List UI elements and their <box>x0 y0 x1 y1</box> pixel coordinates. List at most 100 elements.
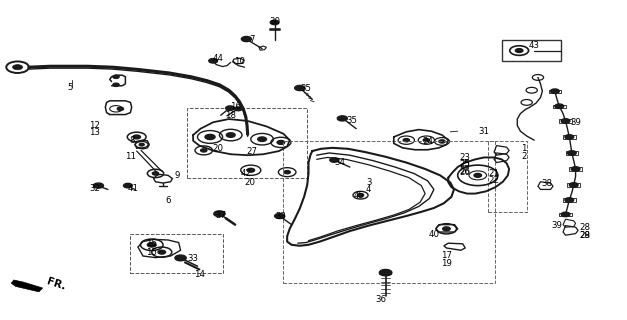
Circle shape <box>515 49 523 52</box>
Text: 23: 23 <box>460 153 471 162</box>
Text: 43: 43 <box>529 41 540 50</box>
Text: 35: 35 <box>347 116 358 124</box>
Text: 24: 24 <box>422 137 433 146</box>
Text: 16: 16 <box>229 102 241 111</box>
Circle shape <box>226 106 234 110</box>
Text: 8: 8 <box>129 136 134 145</box>
Circle shape <box>571 167 580 171</box>
Text: 41: 41 <box>127 184 139 193</box>
Text: 6: 6 <box>166 196 171 204</box>
Circle shape <box>258 137 266 141</box>
Circle shape <box>569 183 578 187</box>
Text: 18: 18 <box>225 111 236 120</box>
Circle shape <box>201 149 207 152</box>
Circle shape <box>551 89 559 93</box>
Circle shape <box>117 107 124 110</box>
Circle shape <box>93 183 103 188</box>
Circle shape <box>337 116 347 121</box>
Text: 15: 15 <box>146 248 157 257</box>
Text: 31: 31 <box>478 127 490 136</box>
Text: 29: 29 <box>579 231 590 240</box>
Circle shape <box>247 168 255 172</box>
Circle shape <box>124 183 132 188</box>
Text: 36: 36 <box>376 295 387 304</box>
Text: 42: 42 <box>240 169 251 178</box>
Text: 22: 22 <box>488 176 500 185</box>
Circle shape <box>270 20 279 25</box>
Text: 38: 38 <box>541 179 552 188</box>
Circle shape <box>357 194 364 197</box>
Text: 5: 5 <box>68 83 73 92</box>
Circle shape <box>474 173 482 177</box>
Text: 33: 33 <box>275 212 287 221</box>
Text: 27: 27 <box>246 147 258 156</box>
Text: 25: 25 <box>460 159 471 168</box>
Circle shape <box>330 158 339 162</box>
Text: FR.: FR. <box>45 276 66 292</box>
Circle shape <box>277 140 285 144</box>
Text: 28: 28 <box>579 223 590 232</box>
Text: 13: 13 <box>88 128 100 137</box>
Text: 20: 20 <box>244 178 255 187</box>
Text: 21: 21 <box>488 169 500 178</box>
Circle shape <box>13 65 23 70</box>
Circle shape <box>565 198 574 202</box>
Bar <box>502 40 561 61</box>
Circle shape <box>226 133 235 137</box>
Polygon shape <box>11 280 43 292</box>
Circle shape <box>139 143 144 146</box>
Circle shape <box>133 135 140 139</box>
Circle shape <box>275 213 285 219</box>
Text: 11: 11 <box>125 152 136 161</box>
Circle shape <box>439 140 445 143</box>
Text: 45: 45 <box>353 191 364 200</box>
Circle shape <box>147 243 156 247</box>
Text: 20: 20 <box>213 144 224 153</box>
Circle shape <box>561 119 570 123</box>
Text: 37: 37 <box>215 211 226 220</box>
Text: 28: 28 <box>579 231 590 240</box>
Circle shape <box>555 104 564 108</box>
Circle shape <box>295 85 305 91</box>
Circle shape <box>403 139 409 142</box>
Circle shape <box>567 151 576 155</box>
Text: 40: 40 <box>428 230 440 239</box>
Text: 32: 32 <box>90 184 101 193</box>
Text: 15: 15 <box>146 239 157 248</box>
Text: 35: 35 <box>300 84 312 93</box>
Circle shape <box>113 75 119 78</box>
Text: 3: 3 <box>366 178 371 187</box>
Circle shape <box>443 227 450 231</box>
Text: 26: 26 <box>460 168 471 177</box>
Text: 30: 30 <box>269 17 280 26</box>
Circle shape <box>284 171 290 174</box>
Circle shape <box>565 135 574 139</box>
Text: 25: 25 <box>460 160 471 169</box>
Circle shape <box>205 134 215 140</box>
Text: 1: 1 <box>522 144 527 153</box>
Text: 4: 4 <box>366 185 371 194</box>
Circle shape <box>423 139 429 142</box>
Circle shape <box>561 212 570 217</box>
Text: 12: 12 <box>88 121 100 130</box>
Text: 10: 10 <box>234 57 245 66</box>
Text: 19: 19 <box>441 259 452 268</box>
Text: 26: 26 <box>460 167 471 176</box>
Text: 2: 2 <box>522 152 527 161</box>
Circle shape <box>113 83 119 86</box>
Circle shape <box>241 36 251 42</box>
Text: 14: 14 <box>194 270 205 279</box>
Circle shape <box>152 172 159 175</box>
Text: 7: 7 <box>250 35 255 44</box>
Text: 39: 39 <box>570 118 581 127</box>
Text: 17: 17 <box>441 251 452 260</box>
Text: 44: 44 <box>213 54 224 63</box>
Circle shape <box>209 59 218 63</box>
Circle shape <box>175 255 186 261</box>
Circle shape <box>379 269 392 276</box>
Text: 33: 33 <box>187 254 199 263</box>
Text: 39: 39 <box>551 221 562 230</box>
Circle shape <box>158 250 166 254</box>
Circle shape <box>234 107 242 111</box>
Circle shape <box>214 211 225 217</box>
